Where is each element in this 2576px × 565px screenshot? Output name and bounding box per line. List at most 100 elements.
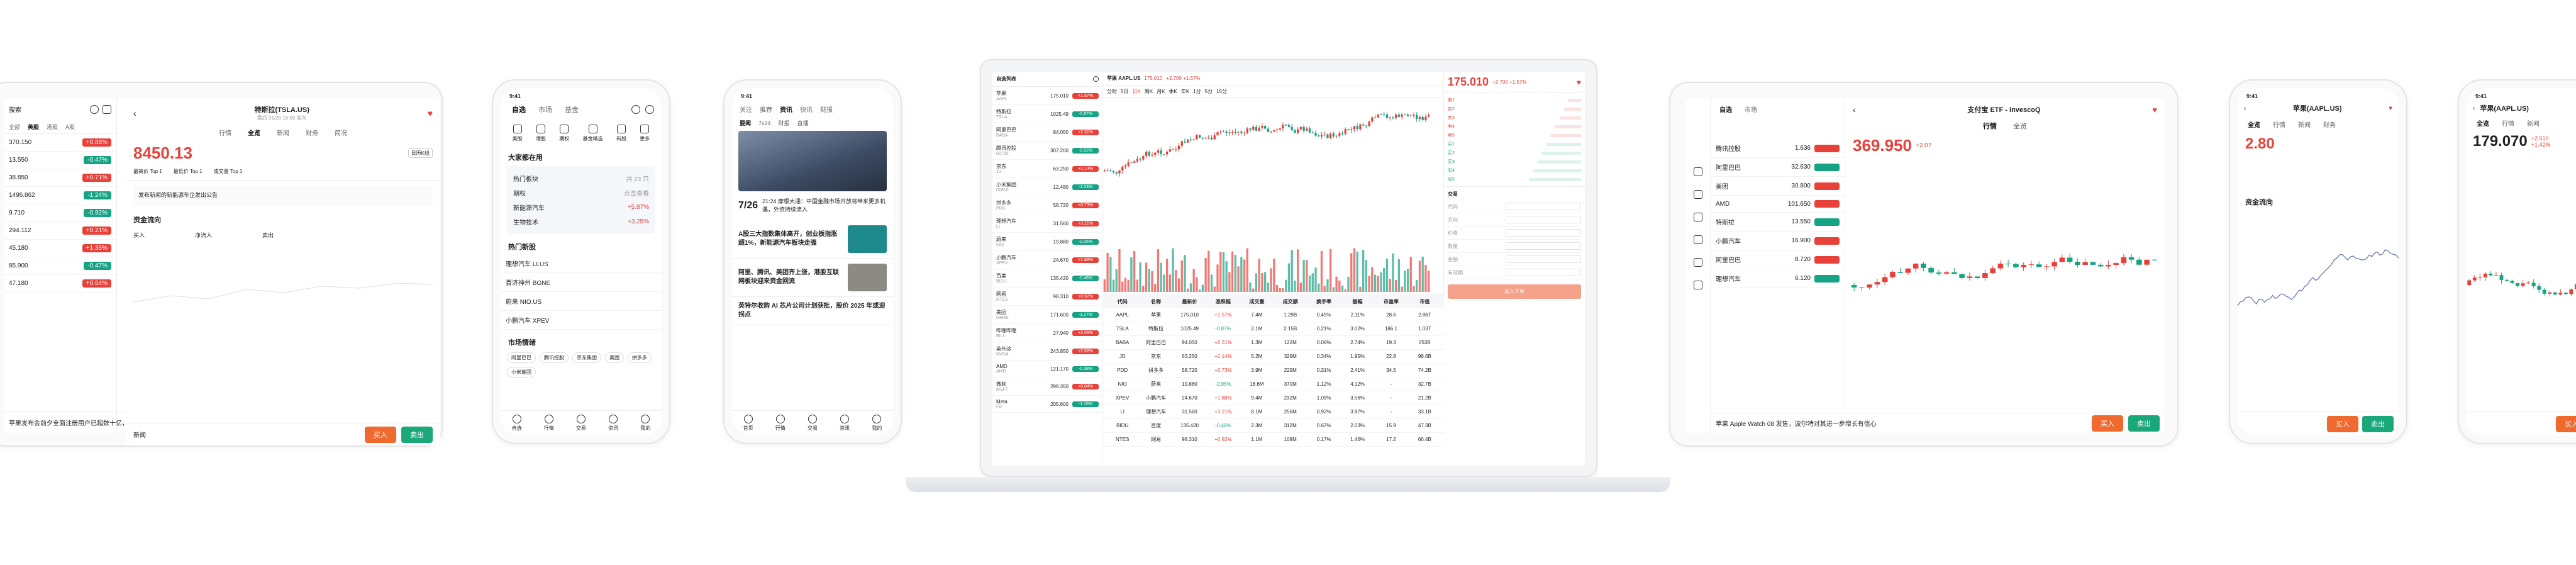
bell-icon[interactable] xyxy=(645,105,654,114)
list-item[interactable]: 47.180 +0.64% xyxy=(4,275,116,293)
tag-chip[interactable]: 阿里巴巴 xyxy=(507,352,536,363)
list-item[interactable]: 特斯拉 13.550 xyxy=(1711,213,1845,232)
tag-chip[interactable]: 拼多多 xyxy=(628,352,652,363)
nav-item[interactable]: 交易 xyxy=(808,415,818,432)
tag-chip[interactable]: 小米集团 xyxy=(507,367,536,378)
tab-overview[interactable]: 全览 xyxy=(248,130,260,137)
quick-entry[interactable]: 基金精选 xyxy=(583,125,603,142)
tag-chip[interactable]: 美团 xyxy=(605,352,624,363)
calendar-badge[interactable]: 日历K线 xyxy=(408,148,433,158)
quick-entry[interactable]: 新股 xyxy=(616,125,626,142)
watchlist-row[interactable]: 哔哩哔哩 BILI 27.940 +4.05% xyxy=(992,324,1102,342)
heart-icon[interactable]: ♥ xyxy=(2152,104,2157,115)
period-tab[interactable]: 周K xyxy=(1144,89,1153,94)
tab-finance[interactable]: 财务 xyxy=(2323,122,2336,129)
tab-hk[interactable]: 港股 xyxy=(47,124,58,130)
order-field[interactable]: 价格 xyxy=(1448,227,1581,240)
list-item[interactable]: AMD 101.650 xyxy=(1711,196,1845,213)
candlestick-chart[interactable] xyxy=(1103,103,1444,292)
rail-icon[interactable] xyxy=(1693,213,1702,221)
depth-row[interactable]: 卖3 xyxy=(1448,113,1581,122)
table-row[interactable]: BABA 阿里巴巴 94.050 +2.31% 1.3M 122M 0.06% 2.74% 19… xyxy=(1103,336,1444,350)
search-icon[interactable] xyxy=(90,104,99,114)
list-item[interactable]: 小鹏汽车 XPEV xyxy=(501,311,662,330)
tab-quote[interactable]: 行情 xyxy=(2502,121,2514,128)
table-header-cell[interactable]: 代码 xyxy=(1117,299,1128,305)
table-row[interactable]: NTES 网易 98.310 +0.92% 1.1M 108M 0.17% 1.46% 17.2… xyxy=(1103,433,1444,447)
table-row[interactable]: XPEV 小鹏汽车 24.670 +1.88% 9.4M 232M 1.09% 3.56% - 2… xyxy=(1103,391,1444,405)
list-item[interactable]: 370.150 +0.88% xyxy=(4,134,116,152)
nav-item[interactable]: 我的 xyxy=(640,415,650,432)
quote-candles[interactable] xyxy=(2467,210,2576,335)
list-item[interactable]: 理想汽车 LI.US xyxy=(501,254,662,273)
list-item[interactable]: 理想汽车 6.120 xyxy=(1711,269,1845,288)
table-row[interactable]: PDD 拼多多 58.720 +0.73% 3.9M 229M 0.31% 2.41% 34.5… xyxy=(1103,364,1444,378)
tab-profile[interactable]: 简况 xyxy=(335,130,347,137)
watchlist-row[interactable]: 英伟达 NVDA 243.850 +2.66% xyxy=(992,342,1102,361)
depth-row[interactable]: 卖1 xyxy=(1448,96,1581,104)
news-tab[interactable]: 快讯 xyxy=(800,107,813,114)
tag-chip[interactable]: 京东集团 xyxy=(572,352,601,363)
sell-button[interactable]: 卖出 xyxy=(2128,415,2160,432)
tab-fund[interactable]: 基金 xyxy=(565,106,579,114)
period-tab[interactable]: 1分 xyxy=(1193,89,1201,94)
period-tab[interactable]: 日K xyxy=(1132,89,1141,94)
table-row[interactable]: JD 京东 63.250 +1.14% 5.2M 329M 0.34% 1.95% 22.8 98… xyxy=(1103,350,1444,364)
news-ticker[interactable]: 苹果发布会前夕全面注册用户已超数十亿，分析师称…… xyxy=(9,420,166,427)
tab-quote[interactable]: 行情 xyxy=(219,130,231,137)
table-header-cell[interactable]: 振幅 xyxy=(1352,299,1363,305)
tab-overview[interactable]: 全览 xyxy=(2248,122,2260,129)
field-input[interactable] xyxy=(1506,203,1581,210)
rail-icon[interactable] xyxy=(1693,281,1702,289)
table-header-cell[interactable]: 成交额 xyxy=(1282,299,1298,305)
period-tab[interactable]: 分时 xyxy=(1107,89,1117,94)
quick-entry[interactable]: 美股 xyxy=(513,125,523,142)
nav-item[interactable]: 行情 xyxy=(775,415,786,432)
table-row[interactable]: BIDU 百度 135.420 -0.46% 2.3M 312M 0.67% 2.03% 15.… xyxy=(1103,419,1444,433)
list-item[interactable]: 294.112 +0.21% xyxy=(4,222,116,240)
search-icon[interactable] xyxy=(1093,76,1099,82)
field-input[interactable] xyxy=(1506,269,1581,276)
table-header-cell[interactable]: 换手率 xyxy=(1316,299,1332,305)
news-tab[interactable]: 关注 xyxy=(740,107,752,114)
rail-icon[interactable] xyxy=(1693,235,1702,244)
nav-item[interactable]: 交易 xyxy=(576,415,586,432)
table-header-cell[interactable]: 市值 xyxy=(1419,299,1430,305)
watchlist-row[interactable]: 百度 BIDU 135.420 -0.46% xyxy=(992,269,1102,288)
tab-a[interactable]: A股 xyxy=(65,124,75,130)
search-label[interactable]: 搜索 xyxy=(9,107,21,114)
watchlist-row[interactable]: 特斯拉 TSLA 1025.49 -0.87% xyxy=(992,105,1102,123)
table-header-cell[interactable]: 涨跌幅 xyxy=(1215,299,1231,305)
depth-row[interactable]: 买5 xyxy=(1448,175,1581,184)
etf-news[interactable]: 苹果 Apple Watch 08 发售，波尔特对其进一步增长有信心 xyxy=(1716,421,1877,428)
period-tab[interactable]: 5日 xyxy=(1121,89,1129,94)
buy-button[interactable]: 买入 xyxy=(2556,415,2576,432)
watchlist-row[interactable]: 拼多多 PDD 58.720 +0.73% xyxy=(992,196,1102,215)
period-tab[interactable]: 季K xyxy=(1169,89,1177,94)
watchlist-row[interactable]: 小米集团 01810 12.480 -1.03% xyxy=(992,178,1102,196)
news-tab[interactable]: 推荐 xyxy=(760,107,772,114)
watchlist-row[interactable]: 苹果 AAPL 175.010 +1.57% xyxy=(992,87,1102,105)
card-row[interactable]: 生物技术 +3.25% xyxy=(512,215,650,229)
card-row[interactable]: 热门板块 共 23 只 xyxy=(512,171,650,186)
quick-entry[interactable]: 期权 xyxy=(559,125,569,142)
depth-row[interactable]: 买1 xyxy=(1448,140,1581,148)
tab-finance[interactable]: 财务 xyxy=(306,130,318,137)
watchlist-row[interactable]: 微软 MSFT 299.350 +0.84% xyxy=(992,378,1102,396)
list-item[interactable]: 阿里巴巴 32.630 xyxy=(1711,158,1845,177)
news-label[interactable]: 新闻 xyxy=(133,432,146,439)
nav-item[interactable]: 首页 xyxy=(743,415,753,432)
watchlist-row[interactable]: Meta FB 205.600 -1.16% xyxy=(992,396,1102,413)
news-subtab[interactable]: 要闻 xyxy=(740,120,752,126)
tab-watch[interactable]: 自选 xyxy=(1719,107,1732,114)
watchlist-row[interactable]: AMD AMD 121.170 -0.38% xyxy=(992,361,1102,378)
table-row[interactable]: LI 理想汽车 31.560 +3.21% 8.1M 256M 0.92% 3.87% - 33.… xyxy=(1103,405,1444,419)
back-icon[interactable]: ‹ xyxy=(133,108,136,118)
buy-button[interactable]: 买入 xyxy=(2092,415,2123,432)
table-row[interactable]: TSLA 特斯拉 1025.49 -0.87% 2.1M 2.15B 0.21% 3.02% 1… xyxy=(1103,322,1444,336)
list-item[interactable]: 小鹏汽车 16.900 xyxy=(1711,232,1845,250)
watchlist-row[interactable]: 腾讯控股 00700 307.200 -0.52% xyxy=(992,142,1102,160)
field-input[interactable] xyxy=(1506,242,1581,250)
watchlist-row[interactable]: 阿里巴巴 BABA 94.050 +2.31% xyxy=(992,123,1102,142)
sell-button[interactable]: 卖出 xyxy=(2362,415,2394,432)
